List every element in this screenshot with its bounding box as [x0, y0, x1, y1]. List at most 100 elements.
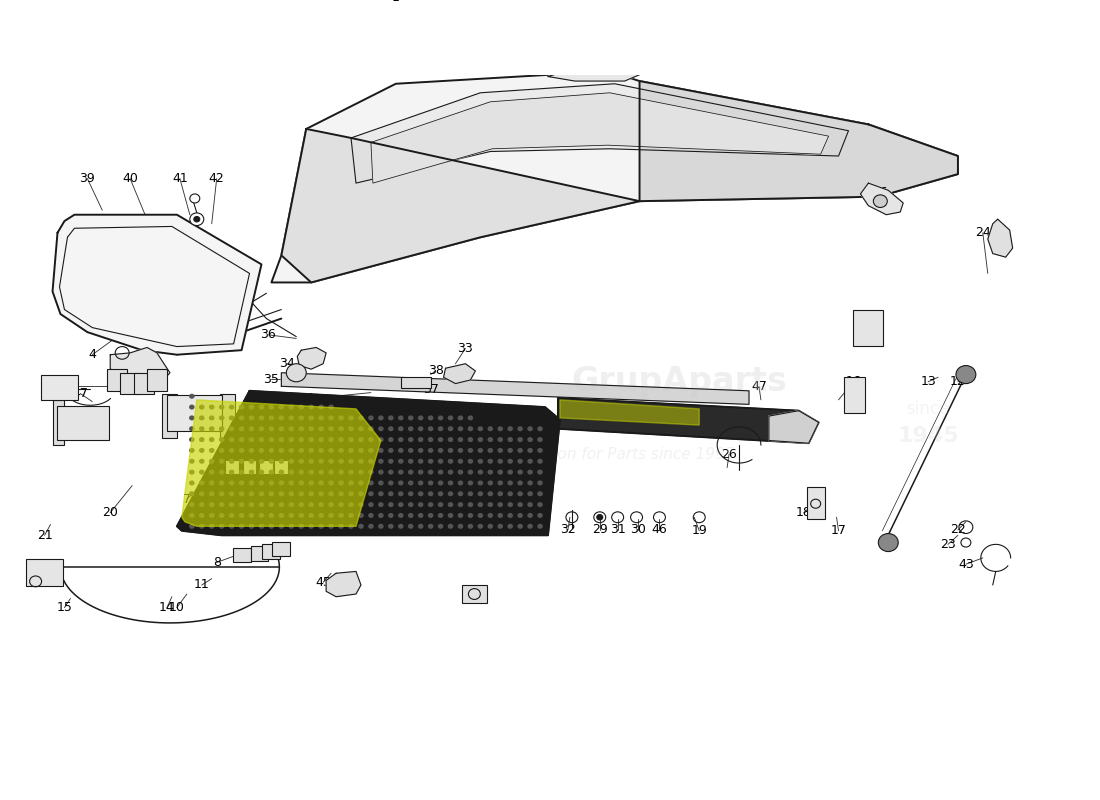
- Text: 37: 37: [422, 382, 439, 395]
- Circle shape: [239, 513, 244, 518]
- Circle shape: [229, 448, 234, 453]
- Circle shape: [249, 415, 254, 421]
- Text: 43: 43: [958, 558, 974, 570]
- Polygon shape: [182, 400, 381, 526]
- Circle shape: [288, 491, 294, 496]
- Circle shape: [527, 448, 532, 453]
- Circle shape: [468, 491, 473, 496]
- Circle shape: [219, 481, 224, 486]
- Circle shape: [477, 448, 483, 453]
- Text: 20: 20: [102, 506, 118, 519]
- Circle shape: [418, 415, 424, 421]
- Circle shape: [517, 513, 522, 518]
- Circle shape: [209, 491, 214, 496]
- Polygon shape: [443, 364, 475, 383]
- Circle shape: [388, 437, 394, 442]
- Circle shape: [288, 524, 294, 529]
- Circle shape: [349, 513, 354, 518]
- Circle shape: [418, 426, 424, 431]
- Circle shape: [339, 448, 344, 453]
- Text: 33: 33: [458, 342, 473, 355]
- Circle shape: [249, 502, 254, 507]
- Circle shape: [398, 426, 404, 431]
- Bar: [806, 487, 825, 519]
- Circle shape: [328, 481, 334, 486]
- Circle shape: [507, 426, 513, 431]
- Circle shape: [398, 458, 404, 464]
- Polygon shape: [860, 183, 903, 214]
- Circle shape: [408, 437, 414, 442]
- Circle shape: [349, 415, 354, 421]
- Circle shape: [189, 415, 195, 421]
- Circle shape: [428, 524, 433, 529]
- Circle shape: [308, 405, 314, 410]
- Circle shape: [189, 481, 195, 486]
- Circle shape: [537, 437, 542, 442]
- Text: 19: 19: [692, 524, 707, 538]
- Circle shape: [339, 470, 344, 474]
- Circle shape: [199, 458, 205, 464]
- Circle shape: [458, 415, 463, 421]
- Bar: [274, 460, 288, 474]
- Circle shape: [278, 458, 284, 464]
- Circle shape: [507, 458, 513, 464]
- Circle shape: [368, 513, 374, 518]
- Bar: [854, 310, 883, 346]
- Circle shape: [288, 502, 294, 507]
- Circle shape: [349, 470, 354, 474]
- Text: 17: 17: [830, 524, 847, 538]
- Circle shape: [298, 491, 304, 496]
- Circle shape: [408, 513, 414, 518]
- Circle shape: [477, 491, 483, 496]
- Polygon shape: [297, 347, 326, 369]
- Circle shape: [249, 513, 254, 518]
- Text: 18: 18: [795, 506, 812, 519]
- Circle shape: [428, 426, 433, 431]
- Circle shape: [359, 470, 364, 474]
- Circle shape: [388, 524, 394, 529]
- Circle shape: [328, 470, 334, 474]
- Circle shape: [477, 513, 483, 518]
- Circle shape: [288, 470, 294, 474]
- Circle shape: [428, 513, 433, 518]
- Text: 29: 29: [592, 523, 607, 536]
- Circle shape: [239, 491, 244, 496]
- Circle shape: [268, 502, 274, 507]
- Bar: [120, 373, 140, 394]
- Text: 10: 10: [169, 601, 185, 614]
- Circle shape: [428, 502, 433, 507]
- Circle shape: [388, 458, 394, 464]
- Circle shape: [278, 524, 284, 529]
- Circle shape: [458, 502, 463, 507]
- Circle shape: [497, 458, 503, 464]
- Circle shape: [209, 502, 214, 507]
- Circle shape: [209, 405, 214, 410]
- Circle shape: [339, 491, 344, 496]
- Circle shape: [368, 491, 374, 496]
- Circle shape: [398, 502, 404, 507]
- Circle shape: [458, 513, 463, 518]
- Text: 38: 38: [428, 365, 443, 378]
- Circle shape: [388, 415, 394, 421]
- Circle shape: [349, 458, 354, 464]
- Circle shape: [229, 513, 234, 518]
- Circle shape: [408, 426, 414, 431]
- Circle shape: [398, 470, 404, 474]
- Circle shape: [487, 448, 493, 453]
- Circle shape: [229, 437, 234, 442]
- Circle shape: [349, 502, 354, 507]
- Circle shape: [308, 415, 314, 421]
- Circle shape: [468, 448, 473, 453]
- Circle shape: [418, 524, 424, 529]
- Bar: [462, 585, 487, 603]
- Circle shape: [428, 470, 433, 474]
- Circle shape: [339, 415, 344, 421]
- Circle shape: [477, 426, 483, 431]
- Circle shape: [537, 448, 542, 453]
- Circle shape: [199, 426, 205, 431]
- Circle shape: [388, 513, 394, 518]
- Circle shape: [448, 426, 453, 431]
- Circle shape: [487, 470, 493, 474]
- Circle shape: [368, 470, 374, 474]
- Circle shape: [194, 217, 200, 222]
